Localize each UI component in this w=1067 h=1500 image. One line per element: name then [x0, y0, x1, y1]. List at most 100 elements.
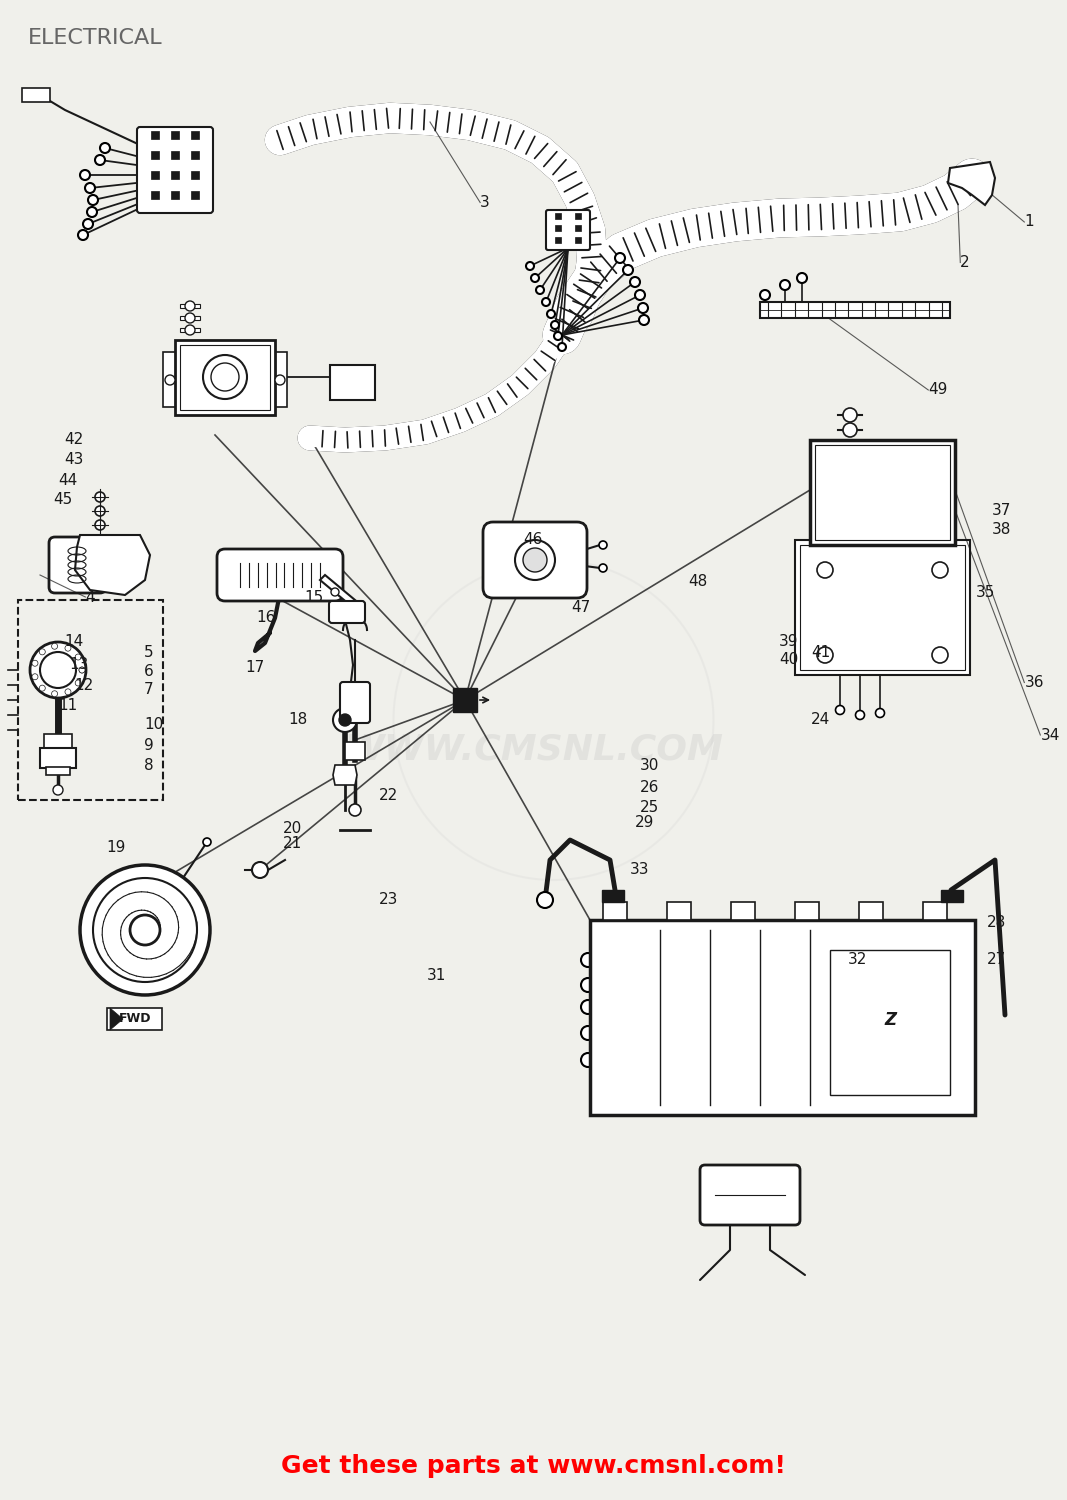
Circle shape [78, 230, 87, 240]
Circle shape [95, 154, 105, 165]
Circle shape [53, 784, 63, 795]
Circle shape [537, 892, 553, 908]
Text: 32: 32 [848, 952, 867, 968]
Bar [171, 130, 179, 140]
Text: 36: 36 [1024, 675, 1044, 690]
Text: 30: 30 [640, 758, 659, 772]
Polygon shape [947, 162, 996, 206]
Circle shape [582, 1000, 595, 1014]
FancyBboxPatch shape [329, 602, 365, 622]
Text: 38: 38 [992, 522, 1012, 537]
Bar [191, 171, 200, 178]
Circle shape [639, 315, 649, 326]
Text: 40: 40 [779, 652, 798, 668]
Text: 31: 31 [427, 968, 446, 982]
Circle shape [558, 344, 566, 351]
Circle shape [203, 356, 246, 399]
Bar [859, 902, 883, 920]
Circle shape [185, 302, 195, 310]
Circle shape [83, 219, 93, 230]
Circle shape [547, 310, 555, 318]
FancyBboxPatch shape [700, 1166, 800, 1226]
Bar [273, 352, 287, 407]
Bar [171, 171, 179, 178]
Bar [345, 742, 365, 760]
Bar [163, 352, 177, 407]
Text: 27: 27 [987, 952, 1006, 968]
Circle shape [75, 680, 81, 686]
Text: 44: 44 [59, 472, 78, 488]
Bar [152, 152, 159, 159]
Bar [180, 316, 200, 320]
Circle shape [554, 332, 562, 340]
Text: 34: 34 [1040, 728, 1060, 742]
Text: 42: 42 [64, 432, 83, 447]
Text: 45: 45 [53, 492, 73, 507]
Text: 9: 9 [144, 738, 154, 753]
Bar [152, 190, 159, 200]
Bar [180, 304, 200, 307]
Polygon shape [110, 1008, 123, 1031]
Text: 46: 46 [523, 532, 542, 548]
Text: ELECTRICAL: ELECTRICAL [28, 28, 162, 48]
Text: 5: 5 [144, 645, 154, 660]
Bar [810, 440, 955, 544]
Text: 2: 2 [960, 255, 970, 270]
FancyBboxPatch shape [483, 522, 587, 599]
Text: FWD: FWD [118, 1013, 152, 1026]
Bar [152, 130, 159, 140]
Text: Z: Z [883, 1011, 896, 1029]
Text: 35: 35 [976, 585, 996, 600]
Circle shape [582, 1026, 595, 1039]
Circle shape [333, 708, 357, 732]
Circle shape [582, 952, 595, 968]
Text: 3: 3 [480, 195, 490, 210]
Bar [191, 190, 200, 200]
Circle shape [515, 540, 555, 580]
Circle shape [65, 688, 71, 694]
Circle shape [39, 686, 45, 692]
Bar [800, 544, 965, 670]
Circle shape [203, 839, 211, 846]
Circle shape [51, 692, 58, 698]
Text: 33: 33 [630, 862, 649, 877]
Text: WWW.CMSNL.COM: WWW.CMSNL.COM [344, 734, 723, 766]
Text: 23: 23 [379, 892, 398, 908]
Circle shape [252, 862, 268, 877]
Circle shape [65, 645, 71, 651]
Text: 28: 28 [987, 915, 1006, 930]
Circle shape [526, 262, 534, 270]
Circle shape [100, 142, 110, 153]
Circle shape [856, 711, 864, 720]
Circle shape [623, 266, 633, 274]
Bar [330, 364, 375, 400]
Circle shape [87, 195, 98, 206]
Circle shape [635, 290, 644, 300]
Circle shape [75, 654, 81, 660]
Bar [171, 152, 179, 159]
Bar [175, 340, 275, 416]
Text: 12: 12 [75, 678, 94, 693]
Polygon shape [75, 536, 150, 596]
Circle shape [599, 542, 607, 549]
Bar [191, 152, 200, 159]
Text: 41: 41 [811, 645, 830, 660]
Circle shape [130, 915, 160, 945]
Circle shape [931, 562, 947, 578]
Bar [171, 190, 179, 200]
Polygon shape [333, 765, 357, 784]
Bar [575, 225, 582, 231]
Circle shape [835, 705, 844, 714]
Circle shape [843, 408, 857, 422]
Bar [180, 345, 270, 410]
Bar [795, 902, 819, 920]
Bar [44, 734, 71, 748]
Circle shape [536, 286, 544, 294]
Text: 49: 49 [928, 382, 947, 398]
Bar [107, 1008, 162, 1031]
Bar [191, 130, 200, 140]
Circle shape [30, 642, 86, 698]
Text: 25: 25 [640, 800, 659, 814]
FancyBboxPatch shape [340, 682, 370, 723]
Circle shape [339, 714, 351, 726]
